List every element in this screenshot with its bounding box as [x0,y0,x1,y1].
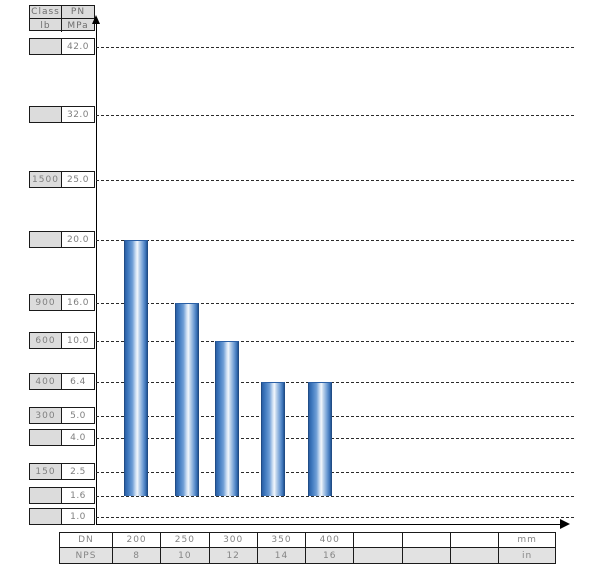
y-axis-tick-42-0: 42.0 [29,38,95,55]
y-axis-pn-value: 42.0 [62,39,94,54]
gridline [96,47,574,48]
gridline [96,303,574,304]
bar-dn-400 [308,382,332,496]
bar-dn-300 [215,341,239,496]
y-axis-class-value [30,39,63,54]
y-axis-tick-25-0: 1500 25.0 [29,171,95,188]
table-cell-dn-3: 350 [258,533,307,547]
x-axis-table: DN 200 250 300 350 400 mm NPS 8 10 12 14… [59,532,556,564]
table-row-dn-header: DN [60,533,113,547]
y-axis-class-value [30,430,63,445]
y-axis-pn-value: 20.0 [62,232,94,247]
gridline [96,180,574,181]
gridline [96,416,574,417]
y-axis-class-value: 400 [30,374,63,389]
table-cell-dn-2: 300 [210,533,258,547]
y-axis-line [96,22,97,525]
y-axis-class-value: 600 [30,333,63,348]
y-axis-pn-value: 1.0 [62,509,94,524]
y-axis-class-value: 150 [30,464,63,479]
y-header-class-unit: lb [30,19,63,32]
y-axis-pn-value: 5.0 [62,408,94,423]
y-axis-class-value: 1500 [30,172,63,187]
y-axis-class-value [30,509,63,524]
y-axis-class-value [30,232,63,247]
table-cell-nps-5 [354,548,403,563]
y-axis-class-value [30,107,63,122]
table-cell-dn-5 [354,533,403,547]
table-cell-nps-0: 8 [113,548,162,563]
y-header-pn-unit: MPa [67,20,89,31]
table-cell-nps-6 [403,548,452,563]
table-cell-nps-1: 10 [161,548,210,563]
table-row-nps: NPS 8 10 12 14 16 in [60,548,555,563]
y-axis-tick-5-0: 300 5.0 [29,407,95,424]
x-axis-line [96,524,562,525]
y-axis-class-value: 300 [30,408,63,423]
y-axis-tick-20-0: 20.0 [29,231,95,248]
table-cell-dn-unit: mm [517,535,537,545]
table-cell-nps-3: 14 [258,548,307,563]
bar-dn-250 [175,303,199,496]
bar-dn-200 [124,240,148,496]
y-axis-tick-6-4: 400 6.4 [29,373,95,390]
table-cell-dn-0: 200 [113,533,162,547]
y-axis-pn-value: 4.0 [62,430,94,445]
table-cell-dn-1: 250 [161,533,210,547]
table-cell-nps-7 [451,548,500,563]
table-row-nps-header: NPS [60,548,113,563]
gridline [96,517,574,518]
gridline [96,382,574,383]
y-axis-tick-4-0: 4.0 [29,429,95,446]
table-cell-dn-6 [403,533,452,547]
y-axis-pn-value: 2.5 [62,464,94,479]
y-axis-tick-1-6: 1.6 [29,487,95,504]
y-axis-tick-1-0: 1.0 [29,508,95,525]
y-axis-pn-value: 32.0 [62,107,94,122]
x-axis-arrow-icon [560,519,570,529]
y-axis-tick-2-5: 150 2.5 [29,463,95,480]
y-axis-pn-value: 10.0 [62,333,94,348]
y-axis-class-value: 900 [30,295,63,310]
gridline [96,115,574,116]
table-cell-nps-2: 12 [210,548,258,563]
gridline [96,472,574,473]
y-axis-arrow-icon [92,15,100,24]
y-axis-header: Class PN lb MPa [29,5,95,32]
table-cell-nps-unit: in [522,550,533,561]
y-axis-pn-value: 16.0 [62,295,94,310]
y-axis-tick-32-0: 32.0 [29,106,95,123]
y-axis-tick-10-0: 600 10.0 [29,332,95,349]
y-header-pn-label: PN [70,7,86,17]
gridline [96,496,574,497]
y-header-class-label: Class [30,6,63,18]
table-cell-nps-4: 16 [306,548,355,563]
table-cell-dn-7 [451,533,500,547]
y-axis-pn-value: 25.0 [62,172,94,187]
y-axis-tick-16-0: 900 16.0 [29,294,95,311]
gridline [96,341,574,342]
bar-dn-350 [261,382,285,496]
gridline [96,240,574,241]
table-cell-dn-4: 400 [306,533,355,547]
table-row-dn: DN 200 250 300 350 400 mm [60,533,555,548]
y-axis-pn-value: 1.6 [62,488,94,503]
y-axis-class-value [30,488,63,503]
gridline [96,438,574,439]
y-axis-pn-value: 6.4 [62,374,94,389]
